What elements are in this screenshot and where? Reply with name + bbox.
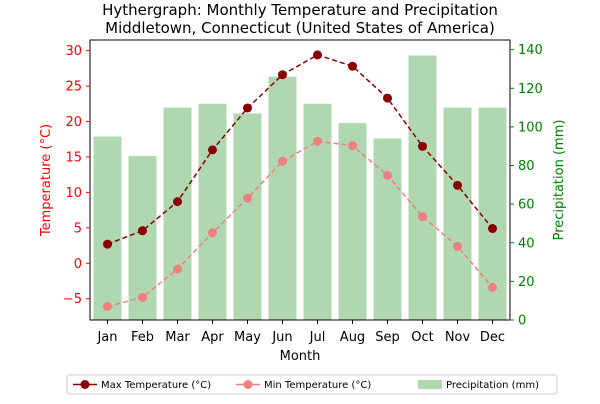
left-y-tick-label: 5 <box>74 221 82 236</box>
min-temperature-point <box>488 282 497 292</box>
max-temperature-point <box>278 70 287 80</box>
x-tick-label: Jan <box>96 330 117 345</box>
max-temperature-point <box>488 224 497 234</box>
legend-bar-swatch <box>418 380 442 389</box>
plot-area: −5 0 5 10 15 20 25 30 0 20 40 60 80 100 120 140 Jan Feb Ma… <box>63 39 543 345</box>
precipitation-bar <box>233 113 262 321</box>
left-y-tick-label: 15 <box>65 150 82 165</box>
left-y-tick-label: 30 <box>65 44 82 59</box>
max-temperature-point <box>138 226 147 236</box>
left-y-tick-label: 20 <box>65 115 82 130</box>
max-temperature-point <box>243 103 252 113</box>
legend-label: Min Temperature (°C) <box>264 380 371 391</box>
min-temperature-point <box>383 170 392 180</box>
min-temperature-point <box>173 264 182 274</box>
x-tick-label: Feb <box>131 330 154 345</box>
precipitation-bar <box>198 103 227 320</box>
min-temperature-point <box>278 156 287 166</box>
max-temperature-line <box>107 54 494 245</box>
min-temperature-point <box>348 141 357 151</box>
precipitation-bar <box>128 155 157 320</box>
max-temperature-point <box>418 141 427 151</box>
right-y-tick-label: 100 <box>518 120 543 135</box>
min-temperature-point <box>208 228 217 238</box>
min-temperature-line <box>107 140 494 308</box>
legend-marker-swatch <box>80 380 90 389</box>
max-temperature-point <box>173 197 182 207</box>
right-y-tick-label: 120 <box>518 82 543 97</box>
right-y-tick-label: 80 <box>518 159 535 174</box>
x-tick-label: Mar <box>165 330 190 345</box>
legend: Max Temperature (°C) Min Temperature (°C)… <box>66 374 558 395</box>
precipitation-bar <box>338 123 367 320</box>
precipitation-bar <box>408 55 437 321</box>
right-y-tick-label: 140 <box>518 43 543 58</box>
min-temperature-point <box>418 212 427 222</box>
max-temperature-point <box>348 61 357 71</box>
min-temperature-point <box>103 302 112 312</box>
left-y-axis-label: Temperature (°C) <box>39 124 54 237</box>
left-y-tick-label: 25 <box>65 80 82 95</box>
chart-title: Hythergraph: Monthly Temperature and Pre… <box>102 1 498 19</box>
max-temperature-point <box>453 180 462 190</box>
max-temperature-point <box>383 93 392 103</box>
legend-label: Max Temperature (°C) <box>101 380 211 391</box>
x-tick-label: Sep <box>375 330 400 345</box>
right-y-tick-label: 0 <box>518 314 526 329</box>
min-temperature-point <box>138 292 147 302</box>
right-y-tick-label: 20 <box>518 275 535 290</box>
legend-box <box>66 374 558 395</box>
x-tick-label: Dec <box>480 330 505 345</box>
x-axis-label: Month <box>280 349 321 364</box>
x-tick-label: Aug <box>340 330 365 345</box>
min-temperature-point <box>313 136 322 146</box>
left-y-tick-label: 0 <box>74 257 82 272</box>
x-tick-label: Jun <box>271 330 292 345</box>
right-y-tick-label: 60 <box>518 198 535 213</box>
precipitation-bar <box>373 138 402 320</box>
precipitation-bar <box>268 76 297 320</box>
legend-marker-swatch <box>243 380 253 389</box>
x-tick-label: Apr <box>201 330 224 345</box>
legend-label: Precipitation (mm) <box>446 380 539 391</box>
x-tick-label: Nov <box>445 330 471 345</box>
x-tick-label: Jul <box>309 330 326 345</box>
right-y-tick-label: 40 <box>518 236 535 251</box>
max-temperature-point <box>103 239 112 249</box>
min-temperature-point <box>243 193 252 203</box>
precipitation-bar <box>303 103 332 320</box>
max-temperature-point <box>208 145 217 155</box>
plot-frame <box>89 39 511 321</box>
precipitation-bar <box>163 107 192 320</box>
x-tick-label: May <box>234 330 261 345</box>
left-y-tick-label: 10 <box>65 186 82 201</box>
min-temperature-point <box>453 241 462 251</box>
precipitation-bar <box>93 136 122 320</box>
max-temperature-point <box>313 50 322 60</box>
x-tick-label: Oct <box>411 330 433 345</box>
right-y-axis-label: Precipitation (mm) <box>552 120 567 241</box>
left-y-tick-label: −5 <box>63 292 82 307</box>
chart-subtitle: Middletown, Connecticut (United States o… <box>105 19 495 37</box>
precipitation-bar <box>443 107 472 320</box>
